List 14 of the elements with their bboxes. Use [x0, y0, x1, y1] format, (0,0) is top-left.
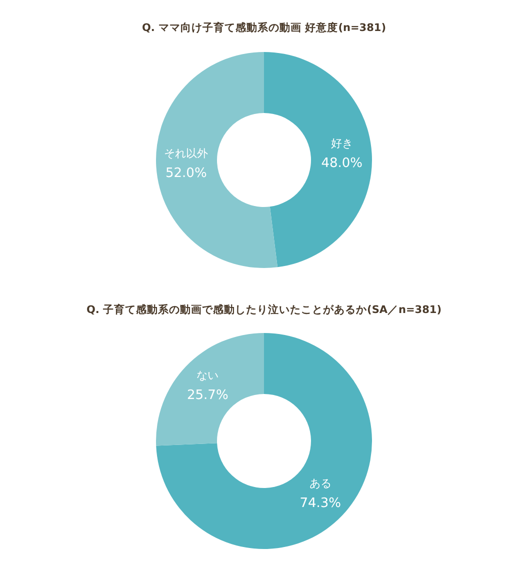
data-label: 74.3% — [300, 496, 342, 511]
donut-slice — [264, 52, 372, 268]
donut-slice — [156, 333, 264, 446]
slice-label: ない — [196, 369, 219, 382]
slice-label: ある — [309, 476, 332, 490]
data-label: 48.0% — [321, 156, 362, 172]
data-label: 25.7% — [186, 388, 228, 404]
chart-title: Q. 子育て感動系の動画で感動したり泣いたことがあるか(SA／n=381) — [86, 303, 442, 316]
donut-slice — [156, 52, 278, 268]
donut-slice — [156, 333, 372, 549]
data-label: 52.0% — [166, 166, 207, 181]
slice-label: 好き — [330, 137, 353, 150]
slice-label: それ以外 — [164, 146, 208, 160]
chart-title: Q. ママ向け子育て感動系の動画 好意度(n=381) — [142, 21, 386, 34]
